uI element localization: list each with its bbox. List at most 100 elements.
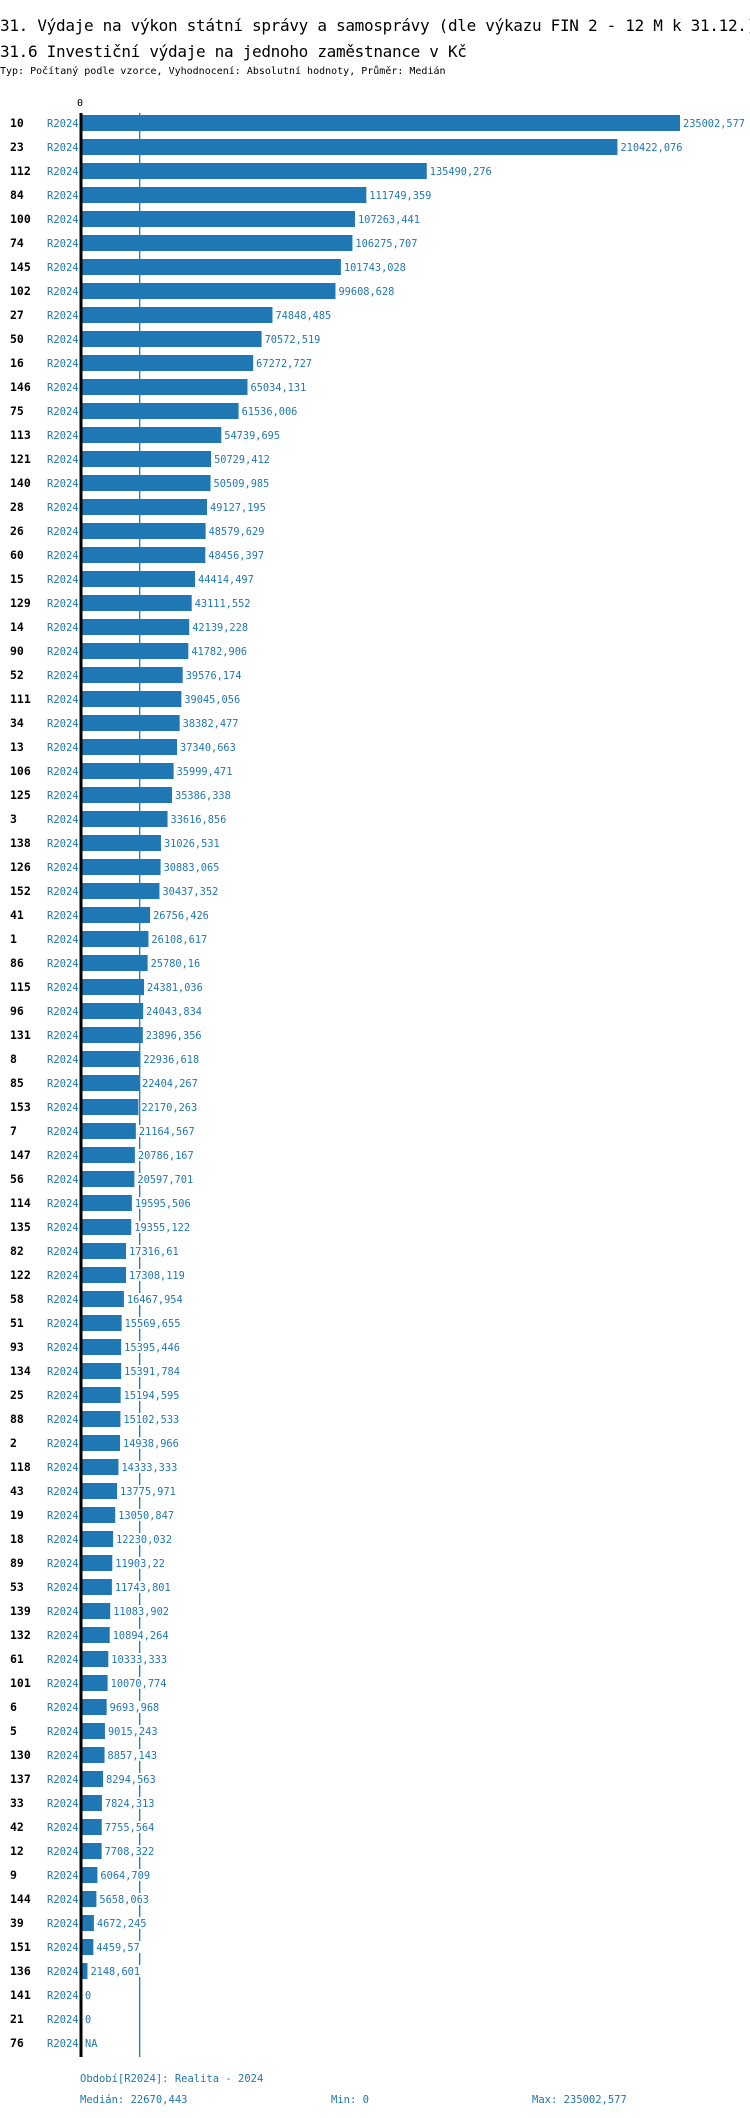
value-label: 13775,971 bbox=[120, 1486, 176, 1498]
period-legend: Období[R2024]: Realita - 2024 bbox=[80, 2073, 264, 2085]
value-label: 11743,801 bbox=[115, 1582, 171, 1594]
series-label: R2024 bbox=[47, 1606, 79, 1618]
series-label: R2024 bbox=[47, 286, 79, 298]
bar bbox=[82, 1387, 121, 1403]
series-label: R2024 bbox=[47, 142, 79, 154]
value-label: 17316,61 bbox=[129, 1246, 179, 1258]
value-label-bg bbox=[141, 1077, 199, 1089]
bar bbox=[82, 1099, 139, 1115]
series-label: R2024 bbox=[47, 790, 79, 802]
series-label: R2024 bbox=[47, 742, 79, 754]
category-label: 33 bbox=[10, 1796, 24, 1810]
bar bbox=[82, 1147, 135, 1163]
series-label: R2024 bbox=[47, 214, 79, 226]
value-label: 14938,966 bbox=[123, 1438, 179, 1450]
bar bbox=[82, 499, 208, 515]
category-label: 58 bbox=[10, 1292, 24, 1306]
value-label: 106275,707 bbox=[355, 238, 417, 250]
value-label: 15391,784 bbox=[124, 1366, 180, 1378]
series-label: R2024 bbox=[47, 550, 79, 562]
value-label: 99608,628 bbox=[338, 286, 394, 298]
category-label: 121 bbox=[10, 452, 31, 466]
bar bbox=[82, 1267, 127, 1283]
value-label: 23896,356 bbox=[146, 1030, 202, 1042]
category-label: 113 bbox=[10, 428, 31, 442]
value-label: 22404,267 bbox=[142, 1078, 198, 1090]
value-label: 25780,16 bbox=[151, 958, 201, 970]
value-label-bg bbox=[213, 453, 271, 465]
category-label: 86 bbox=[10, 956, 24, 970]
category-label: 114 bbox=[10, 1196, 31, 1210]
bar bbox=[82, 1843, 102, 1859]
bar bbox=[82, 1939, 94, 1955]
category-label: 43 bbox=[10, 1484, 24, 1498]
value-label: 111749,359 bbox=[369, 190, 431, 202]
series-label: R2024 bbox=[47, 598, 79, 610]
value-label: 15102,533 bbox=[123, 1414, 179, 1426]
value-label-bg bbox=[119, 1485, 177, 1497]
series-label: R2024 bbox=[47, 358, 79, 370]
series-label: R2024 bbox=[47, 1822, 79, 1834]
category-label: 129 bbox=[10, 596, 31, 610]
bar bbox=[82, 595, 192, 611]
bar bbox=[82, 691, 182, 707]
series-label: R2024 bbox=[47, 1678, 79, 1690]
category-label: 39 bbox=[10, 1916, 24, 1930]
value-label: 35999,471 bbox=[177, 766, 233, 778]
series-label: R2024 bbox=[47, 1030, 79, 1042]
value-label: 30883,065 bbox=[164, 862, 220, 874]
series-label: R2024 bbox=[47, 1726, 79, 1738]
value-label: 10894,264 bbox=[113, 1630, 169, 1642]
series-label: R2024 bbox=[47, 310, 79, 322]
series-label: R2024 bbox=[47, 2038, 79, 2050]
series-label: R2024 bbox=[47, 934, 79, 946]
value-label-bg bbox=[125, 1293, 184, 1305]
series-label: R2024 bbox=[47, 1630, 79, 1642]
bar bbox=[82, 979, 145, 995]
series-label: R2024 bbox=[47, 454, 79, 466]
category-label: 138 bbox=[10, 836, 31, 850]
value-label: 39576,174 bbox=[186, 670, 242, 682]
value-label-bg bbox=[117, 1509, 176, 1521]
series-label: R2024 bbox=[47, 1438, 79, 1450]
value-label-bg bbox=[682, 117, 746, 129]
category-label: 42 bbox=[10, 1820, 24, 1834]
bar bbox=[82, 283, 336, 299]
bar bbox=[82, 1291, 124, 1307]
value-label-bg bbox=[128, 1269, 186, 1281]
category-label: 100 bbox=[10, 212, 31, 226]
category-label: 27 bbox=[10, 308, 24, 322]
series-label: R2024 bbox=[47, 1318, 79, 1330]
value-label-bg bbox=[103, 1797, 156, 1809]
value-label-bg bbox=[106, 1725, 159, 1737]
value-label: 107263,441 bbox=[358, 214, 420, 226]
value-label-bg bbox=[95, 1917, 148, 1929]
category-label: 8 bbox=[10, 1052, 17, 1066]
category-label: 126 bbox=[10, 860, 31, 874]
value-label: 14333,333 bbox=[121, 1462, 177, 1474]
value-label-bg bbox=[162, 837, 221, 849]
value-label-bg bbox=[95, 1941, 141, 1953]
bar bbox=[82, 931, 149, 947]
value-label-bg bbox=[113, 1581, 172, 1593]
category-label: 122 bbox=[10, 1268, 31, 1282]
value-label-bg bbox=[140, 1101, 199, 1113]
series-label: R2024 bbox=[47, 238, 79, 250]
bar bbox=[82, 955, 148, 971]
category-label: 13 bbox=[10, 740, 24, 754]
chart-meta: Typ: Počítaný podle vzorce, Vyhodnocení:… bbox=[0, 66, 446, 77]
series-label: R2024 bbox=[47, 1054, 79, 1066]
bar bbox=[82, 1003, 144, 1019]
category-label: 61 bbox=[10, 1652, 24, 1666]
series-label: R2024 bbox=[47, 1006, 79, 1018]
value-label: 67272,727 bbox=[256, 358, 312, 370]
value-label: 42139,228 bbox=[192, 622, 248, 634]
value-label-bg bbox=[175, 765, 234, 777]
value-label: 31026,531 bbox=[164, 838, 220, 850]
value-label-bg bbox=[136, 1173, 195, 1185]
value-label-bg bbox=[108, 1701, 161, 1713]
value-label: 33616,856 bbox=[171, 814, 227, 826]
value-label: 39045,056 bbox=[184, 694, 240, 706]
category-label: 145 bbox=[10, 260, 31, 274]
value-label: 74848,485 bbox=[275, 310, 331, 322]
